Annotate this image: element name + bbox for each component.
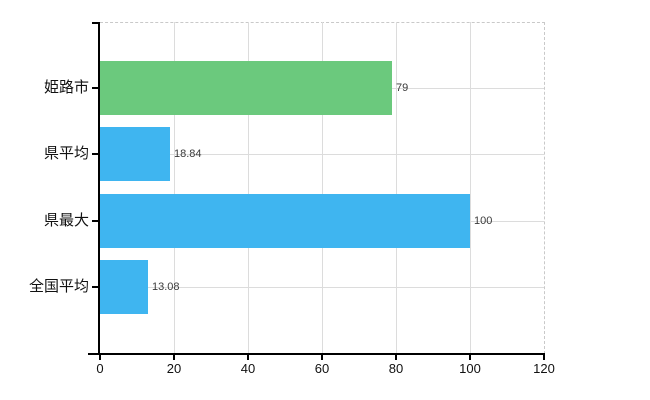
horizontal-gridline (100, 287, 544, 288)
y-axis-tick (92, 153, 98, 155)
x-tick-label: 40 (240, 361, 256, 376)
category-label: 全国平均 (28, 278, 89, 295)
x-axis-tick (247, 353, 249, 360)
vertical-gridline (396, 22, 397, 353)
y-axis-top-tick (92, 22, 98, 24)
x-axis-tick (469, 353, 471, 360)
y-axis-tick (92, 220, 98, 222)
bar-value-label: 18.84 (174, 148, 202, 160)
x-tick-label: 100 (459, 361, 481, 376)
y-axis-tick (92, 87, 98, 89)
bar-0 (100, 61, 392, 115)
bar-value-label: 79 (396, 82, 409, 94)
vertical-gridline (174, 22, 175, 353)
vertical-gridline (322, 22, 323, 353)
bar-1 (100, 127, 170, 181)
category-label: 姫路市 (43, 79, 89, 96)
x-axis-tick (395, 353, 397, 360)
x-axis-tick (99, 353, 101, 360)
x-tick-label: 60 (314, 361, 330, 376)
x-axis-line (88, 353, 544, 355)
y-axis-tick (92, 286, 98, 288)
bar-value-label: 13.08 (152, 281, 180, 293)
x-axis-tick (543, 353, 545, 360)
bar-2 (100, 194, 470, 248)
bar-value-label: 100 (474, 215, 493, 227)
bar-3 (100, 260, 148, 314)
x-tick-label: 20 (166, 361, 182, 376)
vertical-gridline (470, 22, 471, 353)
category-label: 県平均 (43, 145, 89, 162)
x-axis-tick (321, 353, 323, 360)
x-tick-label: 80 (388, 361, 404, 376)
y-axis-line (98, 22, 100, 353)
x-tick-label: 120 (533, 361, 555, 376)
x-axis-tick (173, 353, 175, 360)
x-tick-label: 0 (96, 361, 104, 376)
horizontal-gridline (100, 154, 544, 155)
category-label: 県最大 (43, 212, 89, 229)
vertical-gridline (248, 22, 249, 353)
